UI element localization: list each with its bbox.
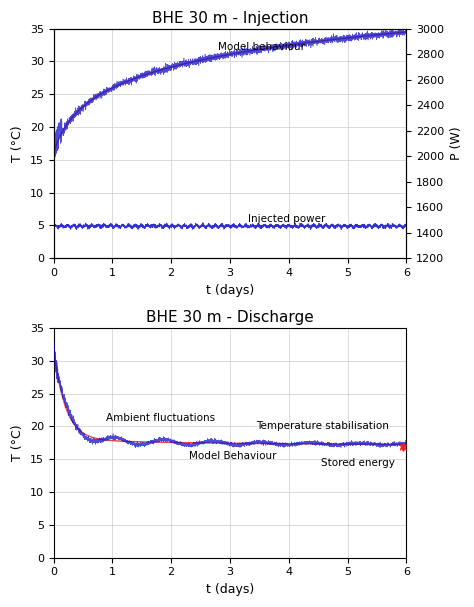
Title: BHE 30 m - Injection: BHE 30 m - Injection <box>152 11 308 26</box>
X-axis label: t (days): t (days) <box>206 583 254 596</box>
Text: Stored energy: Stored energy <box>321 458 395 468</box>
Text: Ambient fluctuations: Ambient fluctuations <box>107 413 216 423</box>
Text: Model behaviour: Model behaviour <box>218 42 305 52</box>
Y-axis label: T (°C): T (°C) <box>11 125 24 162</box>
Y-axis label: P (W): P (W) <box>450 127 463 160</box>
Text: Injected power: Injected power <box>247 214 325 223</box>
Title: BHE 30 m - Discharge: BHE 30 m - Discharge <box>146 310 314 325</box>
X-axis label: t (days): t (days) <box>206 283 254 297</box>
Text: Model Behaviour: Model Behaviour <box>189 451 276 461</box>
Y-axis label: T (°C): T (°C) <box>11 424 24 461</box>
Text: Temperature stabilisation: Temperature stabilisation <box>256 421 389 431</box>
